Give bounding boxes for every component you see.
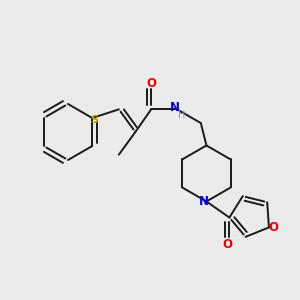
Text: N: N: [169, 100, 180, 114]
Text: S: S: [90, 115, 98, 125]
Text: O: O: [222, 238, 233, 251]
Text: H: H: [178, 110, 185, 120]
Text: N: N: [198, 195, 208, 208]
Text: O: O: [146, 77, 156, 90]
Text: O: O: [268, 221, 278, 234]
